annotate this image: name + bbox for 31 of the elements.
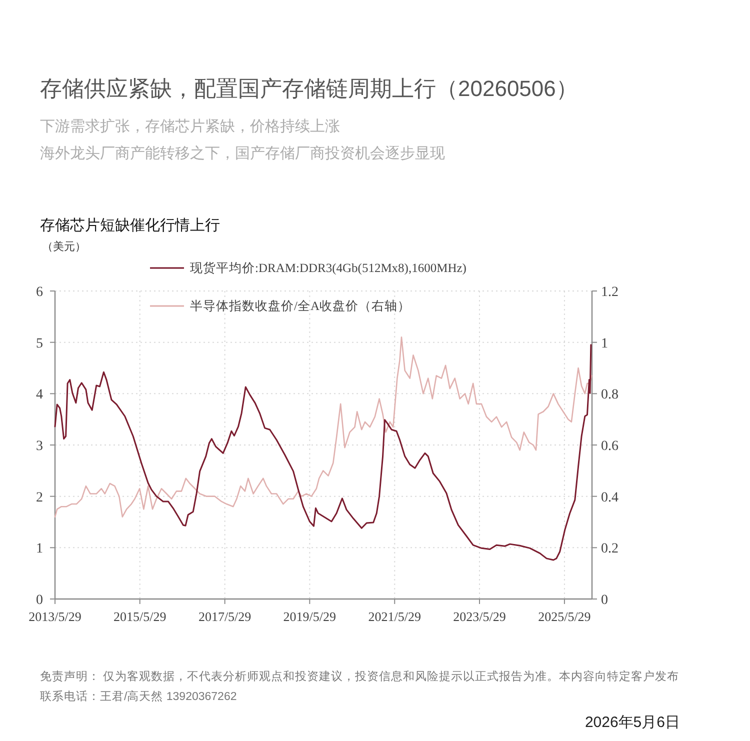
x-tick-label: 2019/5/29 [283, 609, 336, 624]
y-tick-label: 3 [36, 439, 43, 454]
legend-label: 现货平均价:DRAM:DDR3(4Gb(512Mx8),1600MHz) [190, 261, 466, 275]
x-tick-label: 2013/5/29 [28, 609, 82, 624]
y2-tick-label: 0.4 [601, 490, 618, 506]
x-tick-label: 2021/5/29 [368, 609, 421, 624]
legend-label: 半导体指数收盘价/全A收盘价（右轴） [190, 299, 410, 313]
x-tick-label: 2015/5/29 [113, 609, 166, 624]
y-tick-label: 4 [36, 388, 43, 403]
y2-tick-label: 1 [601, 336, 608, 352]
y2-tick-label: 0.6 [601, 439, 618, 454]
x-tick-label: 2025/5/29 [538, 609, 591, 624]
y-tick-label: 0 [36, 593, 43, 608]
y-tick-label: 5 [36, 336, 43, 352]
y2-tick-label: 1.2 [601, 285, 618, 300]
x-tick-label: 2023/5/29 [453, 609, 506, 624]
x-tick-label: 2017/5/29 [198, 609, 252, 624]
y2-tick-label: 0.2 [601, 542, 618, 557]
y-tick-label: 1 [36, 542, 43, 557]
chart-subtitle: 下游需求扩张，存储芯片紧缺，价格持续上涨 [40, 118, 340, 135]
text: 2026年5月6日 [584, 714, 680, 731]
text: 联系电话：王君/高天然 13920367262 [40, 689, 237, 703]
text: 海外龙头厂商产能转移之下，国产存储厂商投资机会逐步显现 [40, 145, 445, 162]
y-tick-label: 6 [36, 285, 43, 300]
y-axis-title: （美元） [42, 240, 86, 253]
chart-title: 存储供应紧缺，配置国产存储链周期上行（20260506） [40, 76, 578, 101]
y2-tick-label: 0.8 [601, 388, 618, 403]
text: 免责声明： 仅为客观数据，不代表分析师观点和投资建议，投资信息和风险提示以正式报告为准。本内容向特定客户发布 [40, 669, 680, 683]
text: 存储芯片短缺催化行情上行 [40, 217, 220, 234]
y-tick-label: 2 [36, 490, 43, 506]
y2-tick-label: 0 [601, 593, 608, 608]
